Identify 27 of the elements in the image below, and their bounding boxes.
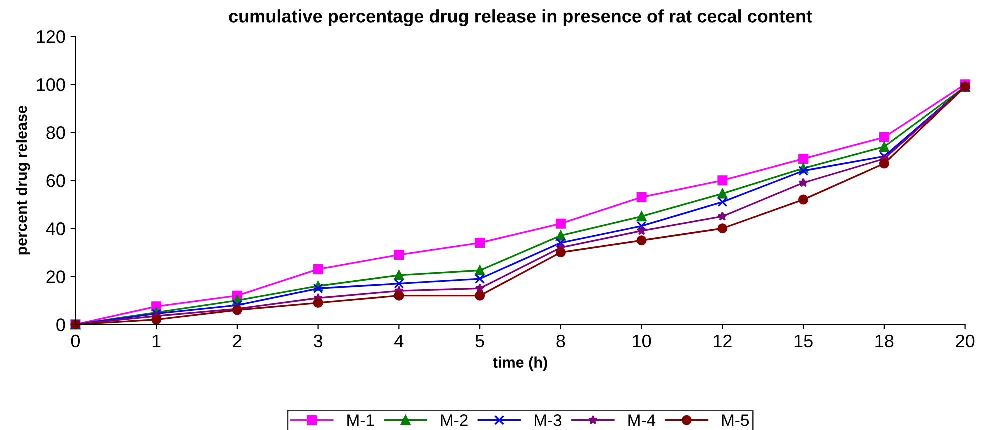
x-tick-label: 4 [394,335,404,348]
legend-label: M-4 [628,414,656,426]
legend-label: M-2 [441,414,468,426]
legend-label: M-1 [348,414,374,426]
x-tick-label: 15 [794,335,813,348]
legend-label: M-5 [722,414,750,426]
y-tick-label: 0 [56,318,66,332]
y-tick-label: 100 [37,78,66,92]
y-tick-label: 120 [37,30,66,44]
y-tick-label: 40 [46,222,66,236]
x-tick-label: 12 [714,334,732,348]
x-tick-label: 2 [233,334,242,348]
x-tick-label: 18 [876,334,894,348]
x-tick-label: 1 [152,335,161,348]
chart-title: cumulative percentage drug release in presence of rat cecal content [229,10,812,26]
y-tick-label: 20 [46,270,66,284]
x-tick-label: 8 [556,334,566,348]
x-tick-label: 20 [956,334,975,348]
x-tick-label: 0 [71,334,80,348]
legend-label: M-3 [535,414,562,426]
y-tick-label: 60 [46,174,66,188]
x-tick-label: 3 [314,334,323,348]
x-tick-label: 5 [476,335,484,348]
y-axis-title: percent drug release [16,106,30,255]
y-tick-label: 80 [46,126,66,140]
x-tick-label: 10 [633,334,652,348]
x-axis-title: time (h) [493,356,548,371]
